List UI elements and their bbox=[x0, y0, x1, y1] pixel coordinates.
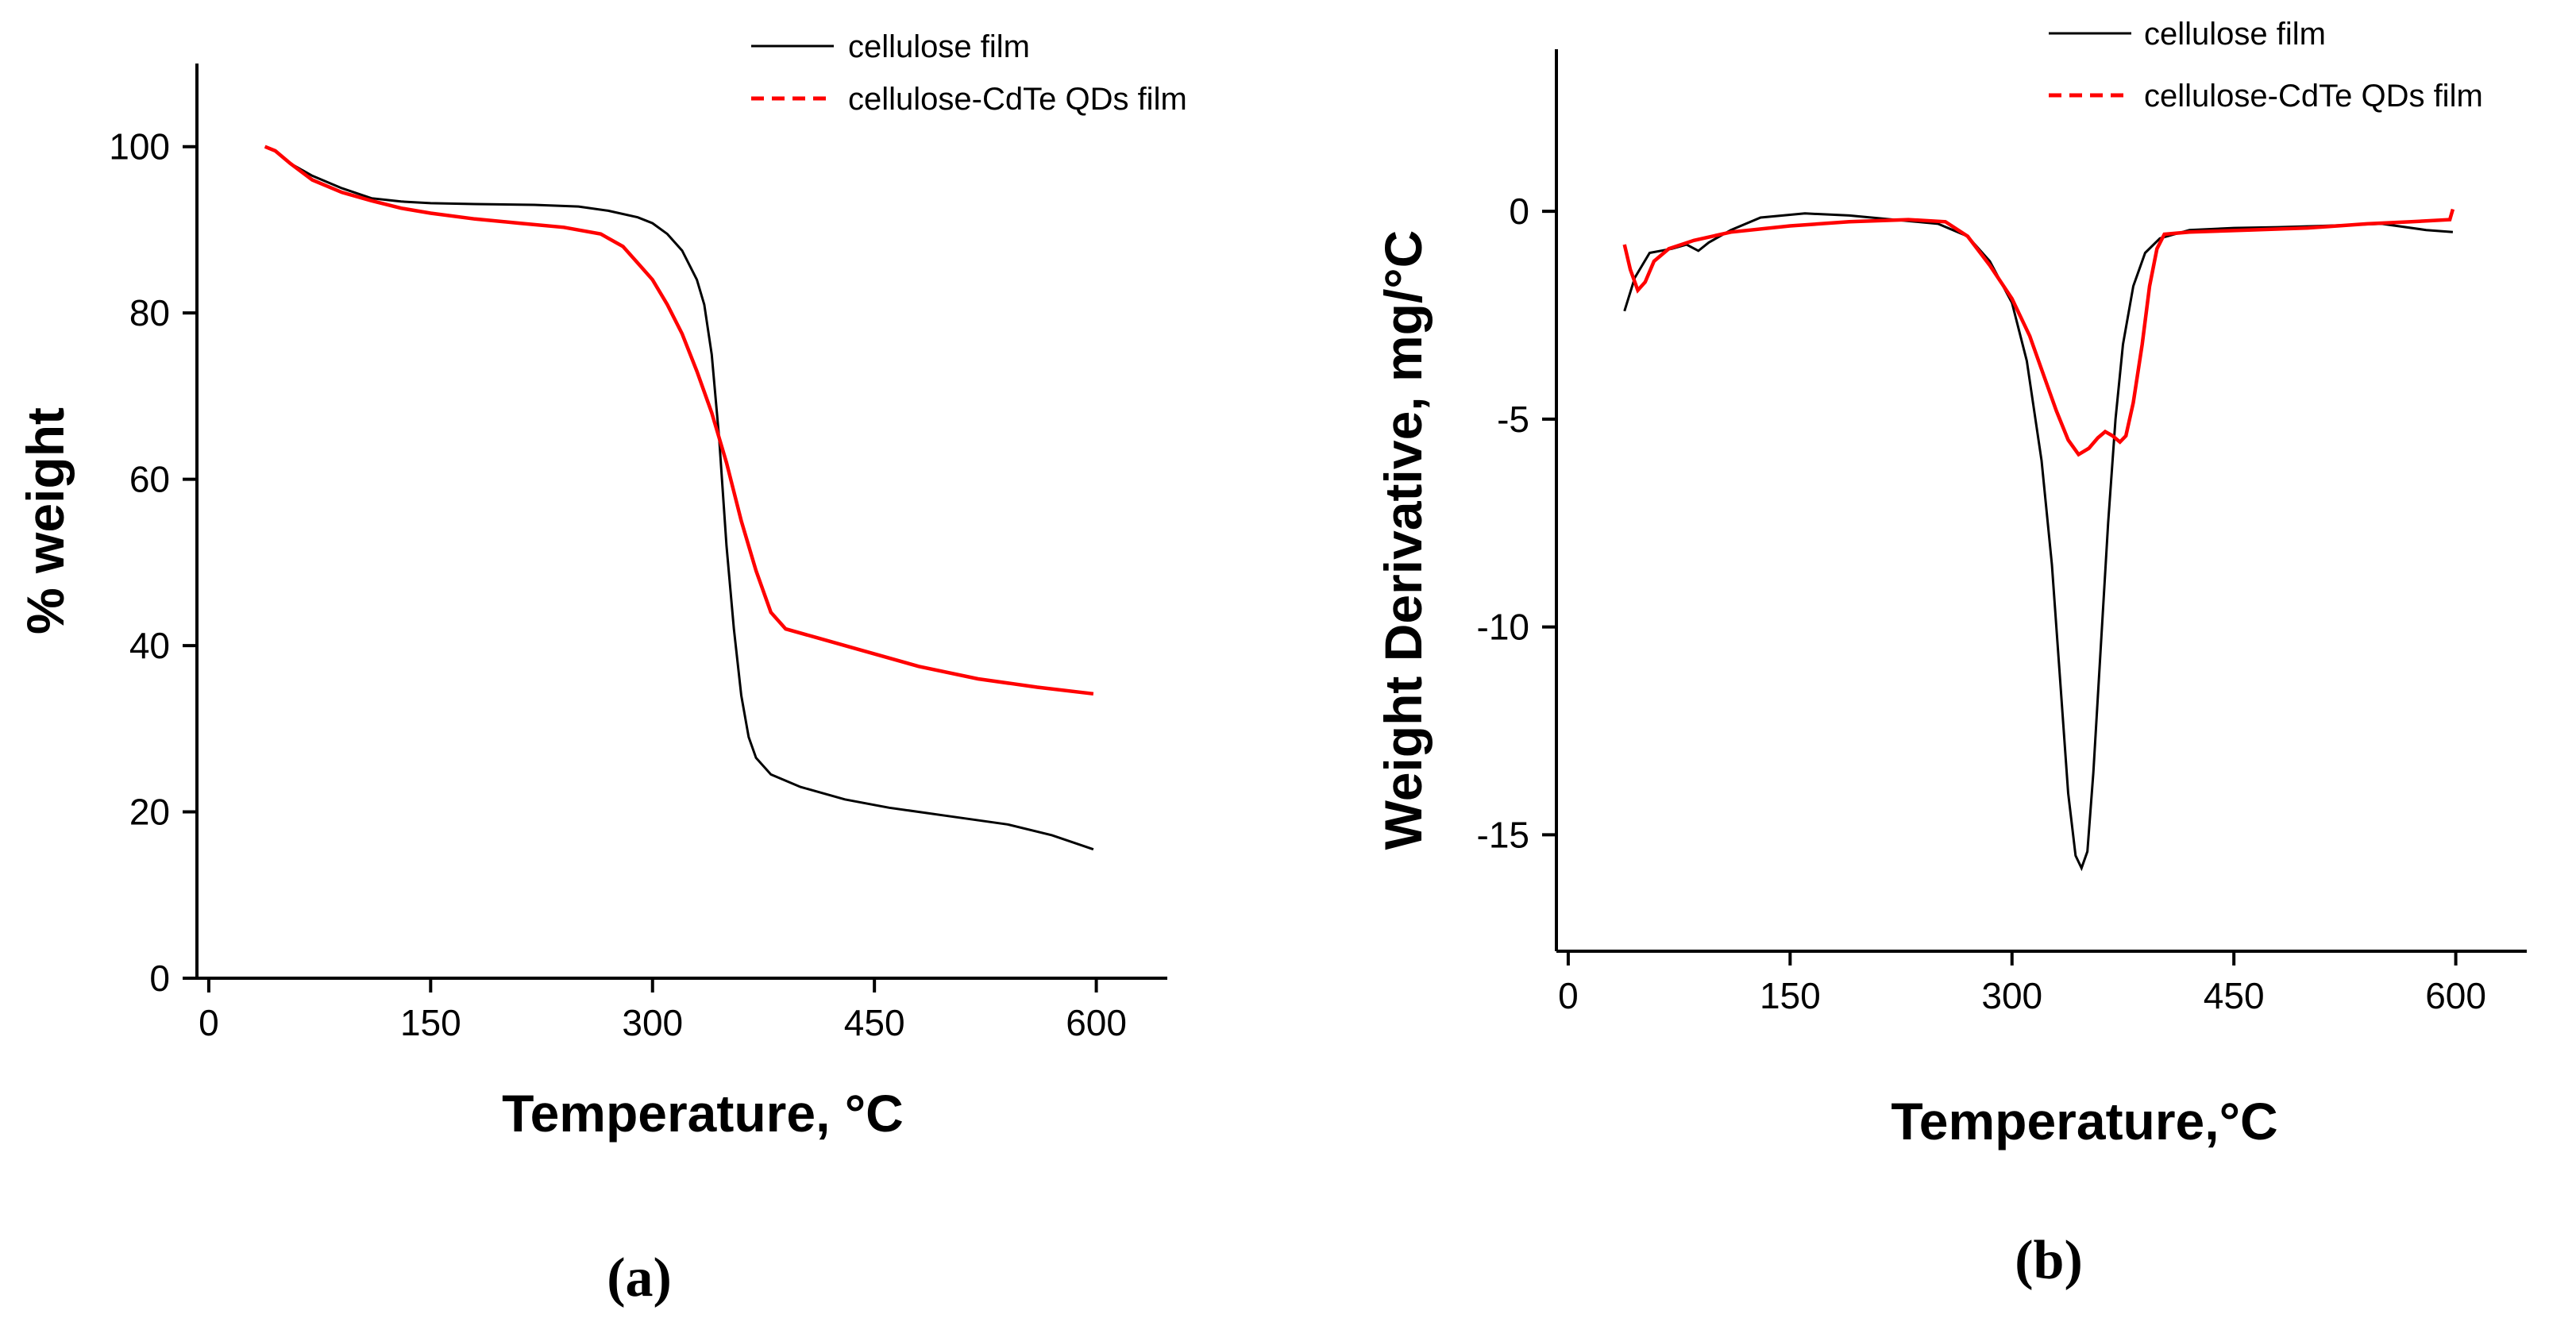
panel-b-y-tick-label: -5 bbox=[1497, 399, 1529, 440]
panel-a-y-tick-label: 100 bbox=[109, 126, 170, 168]
panel-b-y-tick-label: 0 bbox=[1509, 191, 1529, 232]
panel-a-series-cellulose-film-line bbox=[264, 145, 1094, 851]
panel-a-series-cellulose-cdte-qds-film-line bbox=[264, 145, 1094, 696]
panel-a-y-tick-label: 40 bbox=[129, 625, 170, 666]
panel-b-x-tick-label: 150 bbox=[1760, 975, 1821, 1016]
panel-b-x-tick-label: 600 bbox=[2425, 975, 2486, 1016]
panel-a-x-tick-label: 0 bbox=[199, 1002, 219, 1043]
panel-a-ticks: 0 150 300 450 600 0 20 40 60 80 100 bbox=[109, 126, 1127, 1043]
panel-b-x-tick-label: 450 bbox=[2204, 975, 2265, 1016]
panel-a-y-axis-label: % weight bbox=[16, 407, 75, 634]
panel-a-legend-label-cellulose-film: cellulose film bbox=[848, 29, 1030, 64]
panel-a-x-tick-label: 600 bbox=[1066, 1002, 1127, 1043]
panel-a-legend: cellulose film cellulose-CdTe QDs film bbox=[751, 29, 1187, 117]
panel-a-y-tick-label: 80 bbox=[129, 292, 170, 333]
panel-b-chart: 0 150 300 450 600 0 -5 -10 -15 Temperature,°C We… bbox=[1374, 17, 2527, 1291]
panel-b-y-axis-label: Weight Derivative, mg/°C bbox=[1374, 230, 1433, 850]
panel-b-x-tick-label: 0 bbox=[1558, 975, 1579, 1016]
panel-b-ticks: 0 150 300 450 600 0 -5 -10 -15 bbox=[1477, 191, 2486, 1016]
panel-b-legend-label-cellulose-film: cellulose film bbox=[2144, 17, 2326, 52]
panel-a-x-tick-label: 300 bbox=[622, 1002, 683, 1043]
panel-b-legend: cellulose film cellulose-CdTe QDs film bbox=[2049, 17, 2483, 114]
panel-b-label: (b) bbox=[2015, 1230, 2083, 1291]
panel-b-y-tick-label: -15 bbox=[1477, 814, 1529, 855]
panel-a-y-tick-label: 20 bbox=[129, 792, 170, 833]
panel-b-y-tick-label: -10 bbox=[1477, 607, 1529, 648]
panel-b-series-cellulose-cdte-qds-film-line bbox=[1622, 208, 2455, 457]
panel-a-legend-label-cellulose-cdte-qds-film: cellulose-CdTe QDs film bbox=[848, 82, 1187, 117]
panel-a-x-axis-label: Temperature, °C bbox=[502, 1084, 904, 1143]
panel-a-y-tick-label: 0 bbox=[149, 958, 170, 999]
panel-b-x-tick-label: 300 bbox=[1981, 975, 2042, 1016]
panel-b-series-cellulose-film-line bbox=[1623, 212, 2454, 872]
panel-a-y-tick-label: 60 bbox=[129, 459, 170, 500]
panel-a-x-tick-label: 450 bbox=[844, 1002, 905, 1043]
panel-b-x-axis-label: Temperature,°C bbox=[1891, 1092, 2277, 1150]
panel-b-legend-label-cellulose-cdte-qds-film: cellulose-CdTe QDs film bbox=[2144, 79, 2483, 114]
panel-a-chart: 0 150 300 450 600 0 20 40 60 80 100 Temperature, °… bbox=[16, 29, 1187, 1309]
panel-a-label: (a) bbox=[607, 1247, 672, 1309]
panel-a-x-tick-label: 150 bbox=[400, 1002, 461, 1043]
